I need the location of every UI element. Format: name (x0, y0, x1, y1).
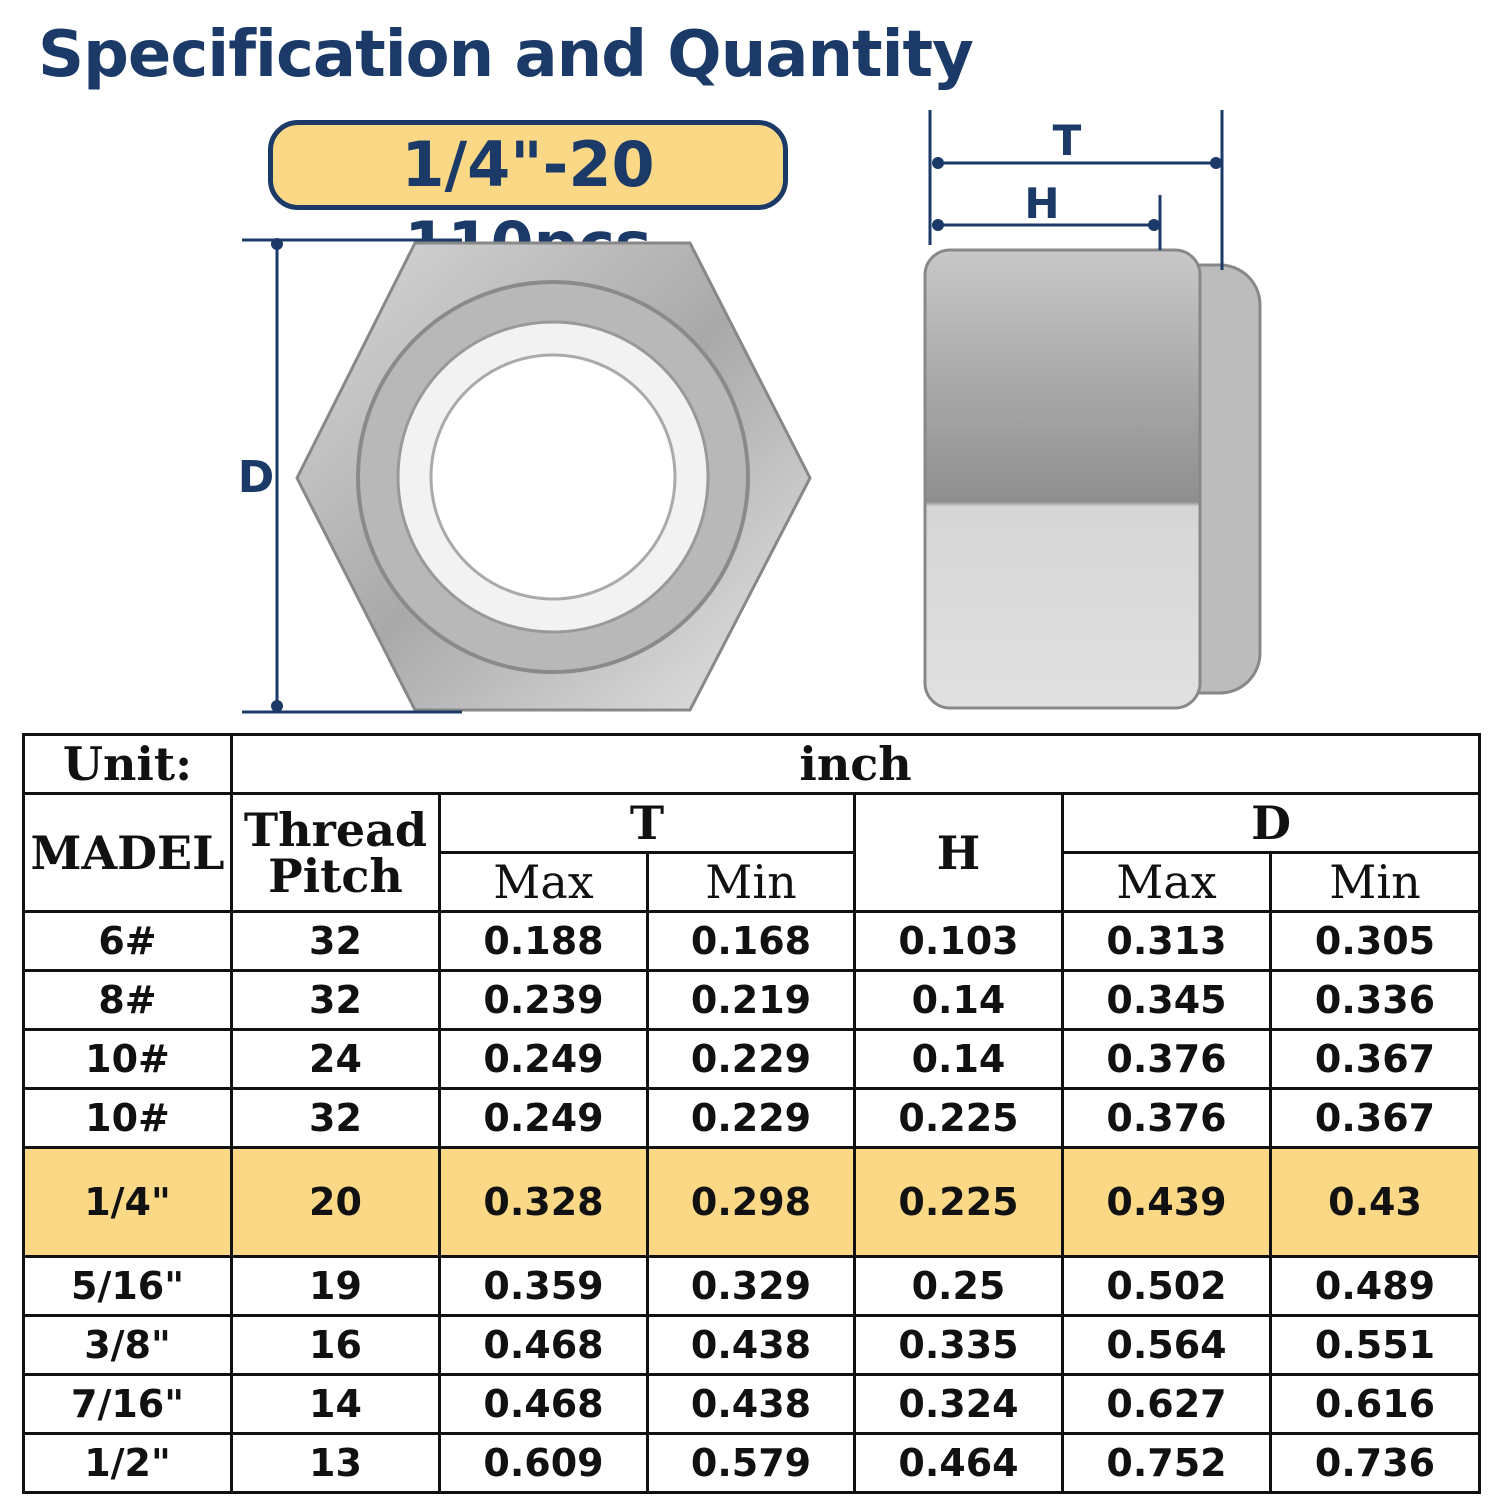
table-cell: 19 (230, 1255, 441, 1317)
table-cell: 0.229 (646, 1028, 856, 1090)
table-cell: 0.551 (1268, 1314, 1482, 1376)
arrow-dot (1148, 219, 1160, 231)
hole (429, 353, 677, 601)
table-cell: 1/2" (22, 1432, 233, 1494)
table-row: 10# 24 0.249 0.229 0.14 0.376 0.367 (22, 1028, 1482, 1090)
table-cell: 32 (230, 910, 441, 972)
arrow-dot (271, 700, 283, 712)
table-cell: 0.438 (646, 1314, 856, 1376)
table-cell: 0.14 (853, 1028, 1064, 1090)
table-cell: 6# (22, 910, 233, 972)
header: MADEL (22, 792, 233, 913)
table-cell: 0.359 (438, 1255, 649, 1317)
table-cell: 0.579 (646, 1432, 856, 1494)
table-cell: 16 (230, 1314, 441, 1376)
table-cell: 0.225 (853, 1087, 1064, 1149)
th-dimensions (928, 110, 1224, 270)
table-row: 1/4" 20 0.328 0.298 0.225 0.439 0.43 (22, 1146, 1482, 1258)
table-cell: 0.249 (438, 1028, 649, 1090)
table-cell: 0.188 (438, 910, 649, 972)
arrow-dot (932, 157, 944, 169)
table-cell: 0.336 (1268, 969, 1482, 1031)
table-cell: 0.609 (438, 1432, 649, 1494)
table-row: 3/8" 16 0.468 0.438 0.335 0.564 0.551 (22, 1314, 1482, 1376)
table-row: 10# 32 0.249 0.229 0.225 0.376 0.367 (22, 1087, 1482, 1149)
header: H (853, 792, 1064, 913)
nut-diagram: D T H (238, 110, 1262, 714)
table-cell: 0.489 (1268, 1255, 1482, 1317)
table-cell: 14 (230, 1373, 441, 1435)
hex-side (923, 248, 1202, 710)
table-cell: 0.345 (1061, 969, 1272, 1031)
table-cell: 24 (230, 1028, 441, 1090)
spec-table: Unit: inch MADEL Thread Pitch T H D Max … (22, 733, 1482, 1494)
table-cell: 0.464 (853, 1432, 1064, 1494)
table-cell: 0.616 (1268, 1373, 1482, 1435)
table-cell: 0.627 (1061, 1373, 1272, 1435)
unit: inch (229, 733, 1482, 795)
table-cell: 0.438 (646, 1373, 856, 1435)
title: Specification and Quantity (38, 18, 974, 92)
table-cell: 0.367 (1268, 1087, 1482, 1149)
table-cell: 0.376 (1061, 1087, 1272, 1149)
table-cell: 0.219 (646, 969, 856, 1031)
table-cell: 8# (22, 969, 233, 1031)
table-row: 6# 32 0.188 0.168 0.103 0.313 0.305 (22, 910, 1482, 972)
table-cell: 0.752 (1061, 1432, 1272, 1494)
subheader: Min (1268, 851, 1482, 913)
table-cell: 13 (230, 1432, 441, 1494)
table-cell: 0.502 (1061, 1255, 1272, 1317)
table-cell: 0.43 (1268, 1146, 1482, 1258)
table-cell: 0.298 (646, 1146, 856, 1258)
unit-label: Unit: (22, 733, 233, 795)
h-label: H (1024, 179, 1059, 228)
table-cell: 0.736 (1268, 1432, 1482, 1494)
table-cell: 0.468 (438, 1314, 649, 1376)
table-cell: 1/4" (22, 1146, 233, 1258)
table-cell: 0.313 (1061, 910, 1272, 972)
table-cell: 32 (230, 1087, 441, 1149)
table-cell: 0.376 (1061, 1028, 1272, 1090)
table-cell: 0.468 (438, 1373, 649, 1435)
table-cell: 0.229 (646, 1087, 856, 1149)
table-cell: 0.439 (1061, 1146, 1272, 1258)
subheader: Max (1061, 851, 1272, 913)
table-row: 8# 32 0.239 0.219 0.14 0.345 0.336 (22, 969, 1482, 1031)
d-label: D (238, 452, 275, 503)
table-cell: 5/16" (22, 1255, 233, 1317)
subheader: Max (438, 851, 649, 913)
arrow-dot (271, 238, 283, 250)
table-cell: 0.324 (853, 1373, 1064, 1435)
table-cell: 3/8" (22, 1314, 233, 1376)
table-cell: 10# (22, 1087, 233, 1149)
table-row: 1/2" 13 0.609 0.579 0.464 0.752 0.736 (22, 1432, 1482, 1494)
header: T (438, 792, 856, 854)
table-cell: 20 (230, 1146, 441, 1258)
subheader: Min (646, 851, 856, 913)
table-row: 5/16" 19 0.359 0.329 0.25 0.502 0.489 (22, 1255, 1482, 1317)
table-cell: 0.367 (1268, 1028, 1482, 1090)
table-cell: 10# (22, 1028, 233, 1090)
table-cell: 0.25 (853, 1255, 1064, 1317)
table-cell: 0.168 (646, 910, 856, 972)
table-cell: 0.14 (853, 969, 1064, 1031)
table-cell: 0.305 (1268, 910, 1482, 972)
table-cell: 7/16" (22, 1373, 233, 1435)
table-cell: 0.239 (438, 969, 649, 1031)
t-label: T (1053, 116, 1082, 165)
table-cell: 0.103 (853, 910, 1064, 972)
header: Thread Pitch (230, 792, 441, 913)
table-cell: 0.249 (438, 1087, 649, 1149)
table-cell: 0.335 (853, 1314, 1064, 1376)
table-cell: 0.564 (1061, 1314, 1272, 1376)
table-cell: 0.225 (853, 1146, 1064, 1258)
table-cell: 32 (230, 969, 441, 1031)
header: D (1060, 792, 1482, 854)
arrow-dot (932, 219, 944, 231)
table-cell: 0.328 (438, 1146, 649, 1258)
arrow-dot (1210, 157, 1222, 169)
table-cell: 0.329 (646, 1255, 856, 1317)
table-row: 7/16" 14 0.468 0.438 0.324 0.627 0.616 (22, 1373, 1482, 1435)
